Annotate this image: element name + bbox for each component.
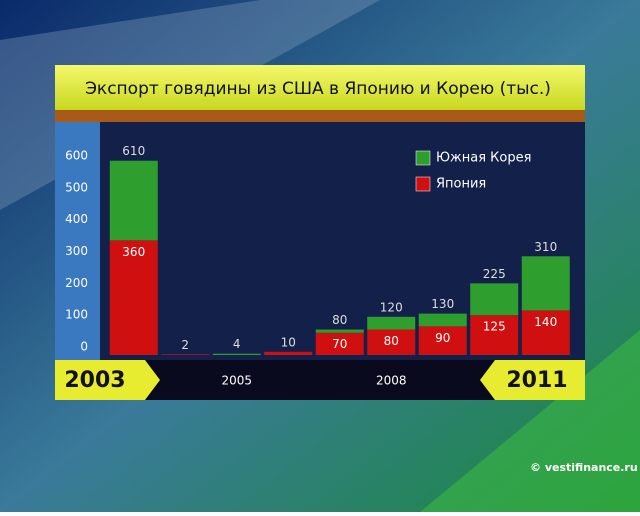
start-year-box xyxy=(55,360,160,400)
total-label: 4 xyxy=(233,337,241,351)
y-tick-label: 600 xyxy=(65,148,88,162)
total-label: 130 xyxy=(431,297,454,311)
value-label: 360 xyxy=(122,245,145,259)
total-label: 80 xyxy=(332,313,347,327)
bar-segment xyxy=(418,326,467,355)
y-tick-label: 100 xyxy=(65,308,88,322)
chart-title: Экспорт говядины из США в Японию и Корею… xyxy=(85,79,551,99)
y-tick-label: 200 xyxy=(65,276,88,290)
edge-year-label: 2011 xyxy=(506,368,567,393)
watermark: © vestifinance.ru xyxy=(530,461,638,474)
end-year-box xyxy=(480,360,585,400)
legend-swatch xyxy=(415,176,431,192)
value-label: 80 xyxy=(384,334,399,348)
edge-year-label: 2003 xyxy=(64,368,125,393)
bar-segment xyxy=(315,329,364,333)
bar-segment xyxy=(264,351,313,355)
legend-label: Япония xyxy=(436,177,486,192)
value-label: 140 xyxy=(534,315,557,329)
x-tick-label: 2008 xyxy=(376,374,407,388)
y-tick-label: 0 xyxy=(80,340,88,354)
value-label: 90 xyxy=(435,331,450,345)
y-axis-panel xyxy=(55,122,100,360)
bar-segment xyxy=(521,256,570,311)
bar-segment xyxy=(470,315,519,355)
total-label: 310 xyxy=(534,240,557,254)
value-label: 70 xyxy=(332,337,347,351)
bar-segment xyxy=(109,160,158,241)
y-tick-label: 400 xyxy=(65,212,88,226)
bar-segment xyxy=(367,329,416,355)
title-strip xyxy=(55,110,585,122)
y-tick-label: 300 xyxy=(65,244,88,258)
bar-segment xyxy=(521,310,570,355)
total-label: 225 xyxy=(483,267,506,281)
bar-segment xyxy=(109,240,158,355)
x-tick-label: 2005 xyxy=(221,374,252,388)
bar-segment xyxy=(418,313,467,327)
total-label: 2 xyxy=(181,338,189,352)
y-tick-label: 500 xyxy=(65,180,88,194)
bar-segment xyxy=(161,354,210,355)
bar-segment xyxy=(470,283,519,316)
bar-segment xyxy=(212,353,261,355)
value-label: 125 xyxy=(483,320,506,334)
total-label: 10 xyxy=(281,335,296,349)
legend-swatch xyxy=(415,150,431,166)
legend-label: Южная Корея xyxy=(436,151,531,166)
total-label: 610 xyxy=(122,144,145,158)
title-bar xyxy=(55,65,585,110)
bar-segment xyxy=(367,316,416,330)
total-label: 120 xyxy=(380,300,403,314)
bar-segment xyxy=(315,332,364,355)
